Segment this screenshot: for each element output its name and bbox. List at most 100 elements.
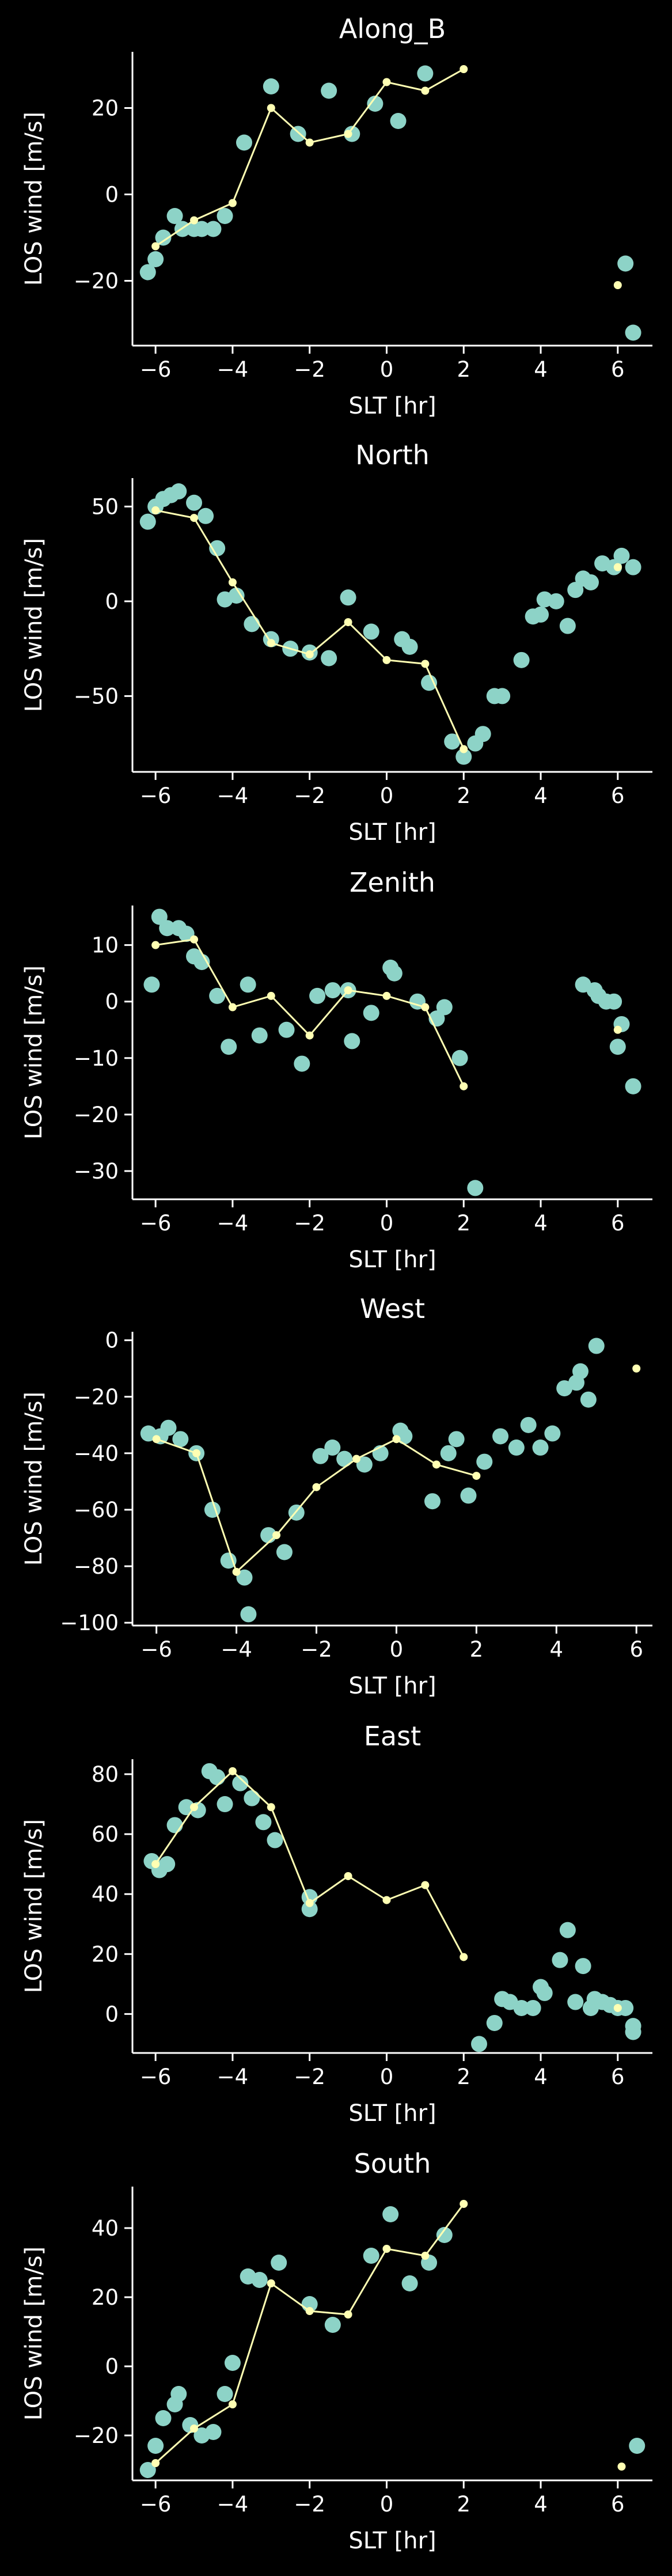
scatter-point [309,987,326,1004]
y-tick-label: 20 [92,1942,119,1967]
scatter-point [147,251,164,267]
scatter-point [356,1456,373,1473]
scatter-point [401,2275,418,2291]
scatter-point [209,540,226,556]
x-tick-label: −2 [294,357,325,382]
line-marker [312,1483,321,1491]
scatter-point [436,2227,453,2243]
x-tick-label: −4 [217,2064,249,2089]
x-tick-label: −6 [140,783,172,808]
line-marker [190,216,199,225]
line-markers [151,935,622,1090]
x-tick-label: 4 [534,2064,548,2089]
line-markers [152,1364,641,1576]
y-axis-label: LOS wind [m/s] [21,2247,47,2420]
x-tick-label: 4 [550,1637,564,1662]
x-tick-label: −4 [217,783,249,808]
scatter-point [625,1078,641,1094]
x-tick-label: 2 [457,1211,470,1236]
y-axis-label: LOS wind [m/s] [21,965,47,1139]
line-marker [352,1454,360,1463]
line-marker [460,1953,468,1961]
line-marker [267,639,275,647]
scatter-point [271,2255,287,2271]
scatter-point [525,1999,541,2016]
scatter-point [474,726,491,743]
line-marker [228,578,237,586]
scatter-point [255,1814,272,1831]
line-marker [421,1003,430,1012]
line-marker [460,2200,468,2208]
x-tick-label: −6 [140,2064,172,2089]
scatter-point [617,255,634,272]
line-marker [228,1003,237,1012]
scatter-point [244,616,260,632]
line-marker [432,1460,441,1469]
y-tick-label: −30 [74,1159,119,1184]
scatter-point [544,1425,561,1442]
scatter-point [290,126,306,142]
line-marker [305,1031,314,1040]
y-tick-label: 40 [92,2216,119,2241]
scatter-point [251,1027,268,1044]
x-tick-label: −2 [294,1211,325,1236]
x-tick-label: −6 [140,1211,172,1236]
line-marker [382,78,391,86]
scatter-point [363,1005,379,1021]
y-tick-label: 0 [105,183,119,207]
scatter-point [172,1431,189,1448]
scatter-point [170,2386,187,2402]
line-marker [190,2425,199,2433]
y-tick-label: 0 [105,589,119,614]
line-marker [344,1872,352,1880]
scatter-point [492,1428,509,1445]
x-tick-label: 6 [611,783,625,808]
scatter-point [143,976,160,993]
line-marker [267,2279,275,2287]
line-marker [267,1803,275,1812]
scatter-point [417,65,434,82]
scatter-point [166,208,183,224]
scatter-point [166,1817,183,1833]
scatter-point [575,1958,591,1975]
scatter-point [220,1552,237,1569]
y-tick-label: −20 [74,1385,119,1410]
y-tick-label: −60 [74,1498,119,1522]
scatter-point [629,2438,646,2454]
x-axis-label: SLT [hr] [348,1247,436,1273]
scatter-point [276,1544,293,1560]
y-tick-label: −40 [74,1441,119,1466]
line-marker [151,941,160,949]
line-marker [152,1435,161,1444]
scatter-point [613,547,630,564]
line-marker [190,935,199,944]
x-tick-label: 4 [534,357,548,382]
x-tick-label: −6 [141,1637,172,1662]
scatter-point [440,1445,457,1461]
y-tick-label: 0 [105,2002,119,2026]
scatter-point [159,920,176,937]
scatter-point [533,606,549,623]
scatter-point [312,1448,329,1464]
scatter-point [278,1021,295,1038]
scatter-point [244,1790,260,1806]
scatter-point [198,507,214,524]
line-marker [305,650,314,658]
scatter-point [301,1901,318,1918]
scatter-point [321,650,337,666]
line-marker [344,2310,352,2319]
line-marker [151,506,160,514]
x-tick-label: 6 [611,2492,625,2517]
scatter-point [424,1493,441,1510]
line-marker [228,2400,237,2408]
scatter-point [236,1569,253,1586]
y-tick-label: −80 [74,1554,119,1579]
scatter-point [582,574,599,590]
y-tick-label: 20 [92,96,119,121]
line-series [155,68,464,247]
y-tick-label: −100 [60,1611,119,1635]
line-markers [151,2200,626,2471]
